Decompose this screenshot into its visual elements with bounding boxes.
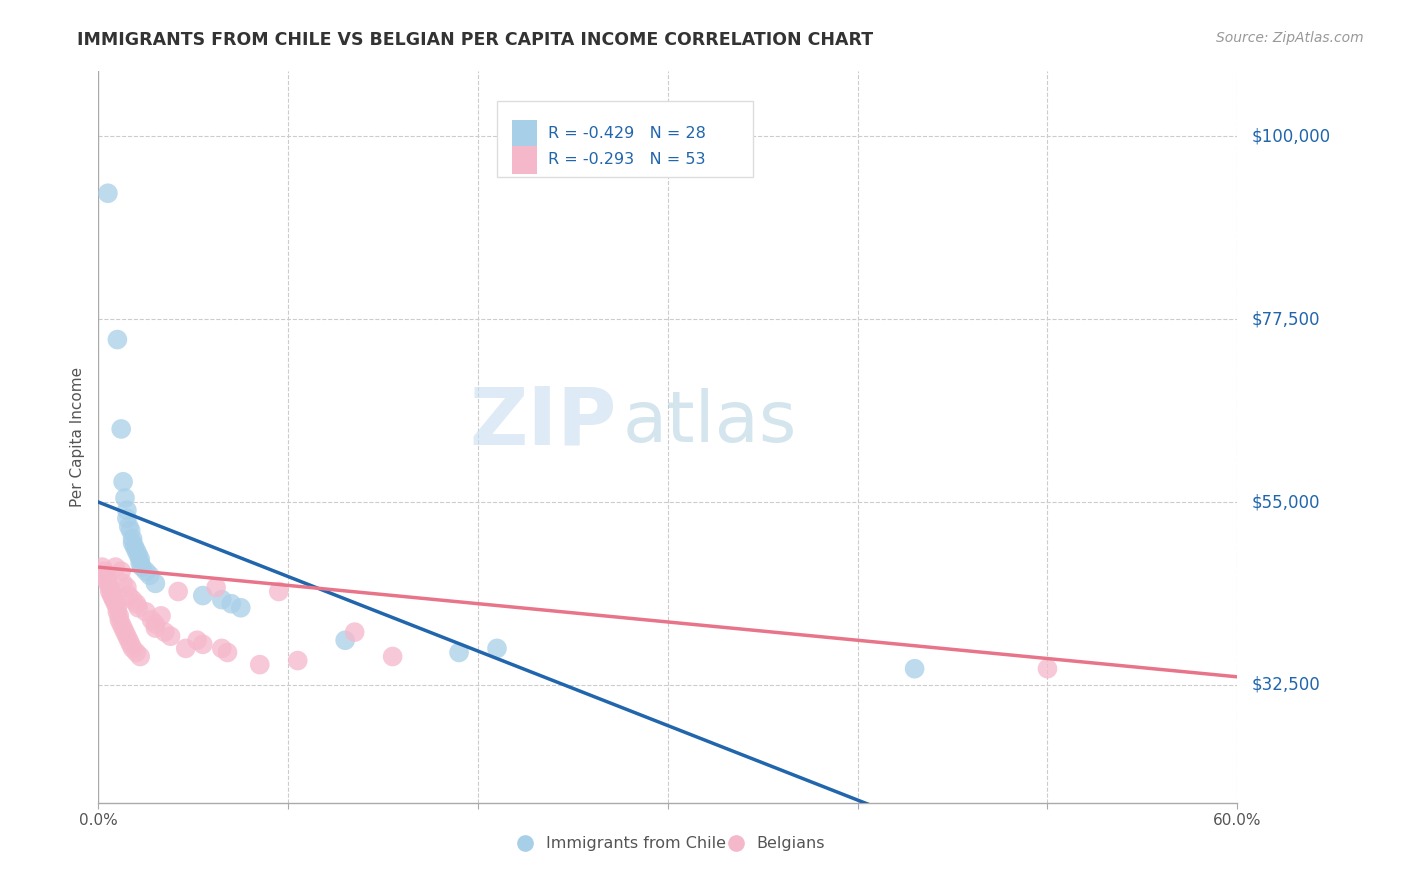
Point	[125, 645, 148, 659]
Point	[191, 589, 214, 603]
Point	[159, 629, 181, 643]
Point	[115, 511, 138, 525]
Point	[110, 564, 132, 578]
Text: Immigrants from Chile: Immigrants from Chile	[546, 836, 725, 851]
Point	[135, 605, 157, 619]
Point	[335, 633, 357, 648]
Point	[115, 629, 138, 643]
Point	[211, 641, 233, 656]
Point	[114, 491, 136, 505]
Point	[97, 576, 120, 591]
Point	[167, 584, 190, 599]
Point	[118, 633, 141, 648]
Point	[125, 597, 148, 611]
Point	[221, 597, 243, 611]
Text: ZIP: ZIP	[470, 384, 617, 461]
Point	[110, 617, 132, 632]
Point	[141, 613, 163, 627]
Point	[205, 581, 228, 595]
Point	[91, 560, 114, 574]
Point	[93, 564, 115, 578]
Point	[1036, 662, 1059, 676]
Point	[229, 600, 252, 615]
Point	[127, 600, 149, 615]
Y-axis label: Per Capita Income: Per Capita Income	[70, 367, 86, 508]
Point	[97, 186, 120, 201]
Point	[449, 645, 471, 659]
Point	[121, 532, 143, 546]
Point	[112, 475, 135, 489]
Point	[104, 597, 127, 611]
Point	[120, 524, 142, 538]
Text: $55,000: $55,000	[1251, 493, 1320, 511]
Point	[287, 654, 309, 668]
Point	[94, 572, 117, 586]
Point	[107, 333, 129, 347]
Point	[121, 641, 143, 656]
Point	[115, 581, 138, 595]
Point	[145, 621, 167, 635]
Point	[153, 625, 176, 640]
Point	[121, 592, 143, 607]
Point	[121, 535, 143, 549]
Point	[107, 605, 129, 619]
Point	[98, 584, 121, 599]
Point	[108, 608, 131, 623]
Point	[186, 633, 208, 648]
Text: $32,500: $32,500	[1251, 676, 1320, 694]
Point	[98, 581, 121, 595]
Text: atlas: atlas	[623, 388, 797, 457]
Point	[135, 564, 157, 578]
Point	[129, 649, 152, 664]
Point	[115, 503, 138, 517]
Point	[127, 548, 149, 562]
Text: Source: ZipAtlas.com: Source: ZipAtlas.com	[1216, 31, 1364, 45]
Point	[108, 613, 131, 627]
Point	[114, 625, 136, 640]
Text: $77,500: $77,500	[1251, 310, 1320, 328]
Point	[217, 645, 239, 659]
Text: R = -0.293   N = 53: R = -0.293 N = 53	[548, 153, 706, 168]
Point	[381, 649, 404, 664]
Point	[104, 560, 127, 574]
Point	[103, 591, 125, 605]
Point	[174, 641, 197, 656]
Text: $100,000: $100,000	[1251, 128, 1330, 145]
Point	[107, 600, 129, 615]
Point	[343, 625, 366, 640]
Point	[112, 621, 135, 635]
Point	[100, 589, 122, 603]
Point	[120, 637, 142, 651]
Point	[904, 662, 927, 676]
FancyBboxPatch shape	[498, 101, 754, 178]
Point	[150, 608, 173, 623]
Point	[145, 617, 167, 632]
Point	[131, 560, 153, 574]
Point	[118, 519, 141, 533]
Bar	[512, 146, 537, 174]
Point	[267, 584, 290, 599]
Bar	[512, 120, 537, 147]
Point	[125, 544, 148, 558]
Point	[110, 422, 132, 436]
Point	[94, 568, 117, 582]
Text: R = -0.429   N = 28: R = -0.429 N = 28	[548, 126, 706, 141]
Text: Belgians: Belgians	[756, 836, 825, 851]
Point	[191, 637, 214, 651]
Point	[129, 552, 152, 566]
Point	[249, 657, 271, 672]
Point	[124, 540, 146, 554]
Point	[112, 576, 135, 591]
Point	[103, 592, 125, 607]
Point	[145, 576, 167, 591]
Point	[129, 556, 152, 570]
Text: IMMIGRANTS FROM CHILE VS BELGIAN PER CAPITA INCOME CORRELATION CHART: IMMIGRANTS FROM CHILE VS BELGIAN PER CAP…	[77, 31, 873, 49]
Point	[138, 568, 160, 582]
Point	[100, 586, 122, 600]
Point	[211, 592, 233, 607]
Point	[118, 589, 141, 603]
Point	[486, 641, 509, 656]
